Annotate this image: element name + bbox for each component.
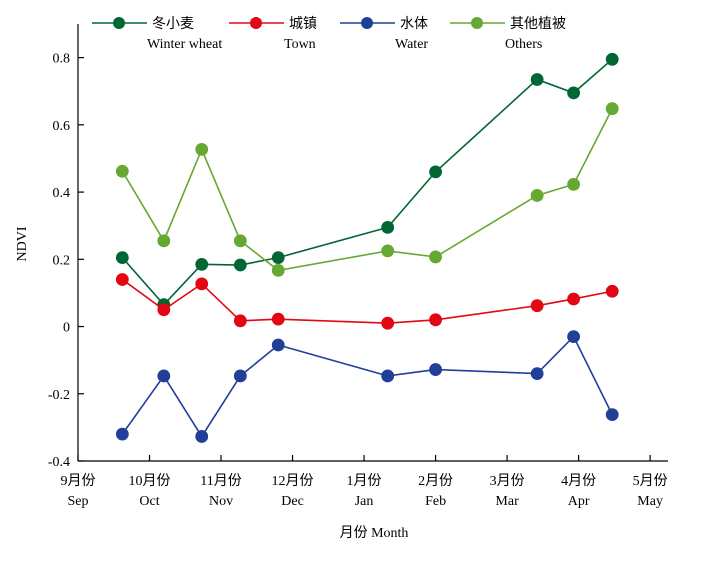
x-tick-label-en: Sep [68,494,89,509]
data-point [233,258,247,272]
x-tick-label-en: Mar [495,494,519,509]
series-winter-wheat [115,52,619,312]
x-tick-label-cn: 12月份 [272,473,314,489]
data-point [530,73,544,86]
legend-label-cn: 水体 [400,16,428,32]
data-point [381,369,395,383]
data-point [530,299,544,313]
y-tick-label: 0.6 [53,119,71,134]
legend-label-cn: 其他植被 [510,16,566,32]
data-point [233,234,247,248]
y-tick-label: 0.8 [53,52,71,67]
data-point [233,314,247,328]
data-point [605,102,619,116]
series-layer [115,52,619,443]
legend-label-cn: 冬小麦 [152,16,194,32]
data-point [605,284,619,298]
data-point [115,251,129,265]
legend-item-winter-wheat: 冬小麦 Winter wheat [92,16,222,52]
y-tick-label: 0.2 [53,253,71,268]
legend-item-others: 其他植被 Others [450,16,566,52]
x-tick-label-cn: 9月份 [61,473,96,489]
data-point [195,257,209,271]
x-tick-label-cn: 10月份 [129,473,171,489]
data-point [157,369,171,383]
data-point [429,250,442,264]
x-tick-label-en: Feb [425,494,446,509]
series-others [115,102,619,277]
x-tick-label-cn: 1月份 [347,473,382,489]
data-point [157,303,171,317]
data-point [271,264,285,277]
data-point [567,86,580,100]
data-point [157,234,171,248]
data-point [115,273,129,286]
data-point [605,408,619,422]
data-point [195,142,209,156]
x-tick-label-cn: 2月份 [418,473,453,489]
data-point [195,277,209,291]
legend-marker [471,17,483,29]
data-point [195,430,209,443]
series-line [121,335,613,438]
legend-item-town: 城镇 Town [229,16,317,52]
data-point [115,164,129,178]
x-tick-label-cn: 5月份 [633,473,668,489]
series-line [121,108,613,272]
data-point [429,313,442,327]
data-point [271,312,285,326]
data-point [381,220,395,234]
axes: -0.4 -0.2 0 0.2 0.4 0.6 0.8 9月份 Sep 10月份 Oct 11月份 No… [48,24,668,509]
series-line [121,58,613,306]
data-point [115,427,129,441]
data-point [233,369,247,383]
data-point [271,251,285,265]
x-tick-label-en: Oct [139,494,159,509]
y-tick-label: -0.2 [48,388,70,403]
y-tick-label: -0.4 [48,455,70,470]
data-point [567,330,580,344]
data-point [567,292,580,306]
legend-item-water: 水体 Water [340,16,428,52]
legend: 冬小麦 Winter wheat 城镇 Town 水体 Water 其他植被 Others [92,16,566,52]
series-water [115,330,619,443]
y-axis-title: NDVI [15,226,30,261]
x-axis-title: 月份 Month [340,525,409,541]
data-point [530,189,544,202]
data-point [605,52,619,66]
data-point [567,177,580,191]
data-point [429,363,442,376]
legend-marker [361,17,373,29]
data-point [381,316,395,330]
y-tick-label: 0.4 [53,186,71,201]
x-tick-label-en: May [637,494,663,509]
legend-label-en: Others [505,37,542,52]
data-point [429,165,442,179]
x-tick-label-cn: 11月份 [200,473,241,489]
legend-marker [113,17,125,29]
x-tick-label-en: Apr [568,494,590,509]
x-tick-label-en: Dec [281,494,304,509]
data-point [381,244,395,258]
legend-label-en: Water [395,37,428,52]
data-point [271,338,285,352]
x-tick-label-en: Jan [355,494,374,509]
series-line [121,278,613,324]
x-tick-label-cn: 3月份 [490,473,525,489]
series-town [115,273,619,330]
y-tick-label: 0 [63,321,70,336]
x-tick-label-en: Nov [209,494,233,509]
data-point [530,367,544,381]
legend-marker [250,17,262,29]
legend-label-en: Town [284,37,316,52]
x-tick-label-cn: 4月份 [561,473,596,489]
legend-label-en: Winter wheat [147,37,222,52]
legend-label-cn: 城镇 [289,16,317,32]
